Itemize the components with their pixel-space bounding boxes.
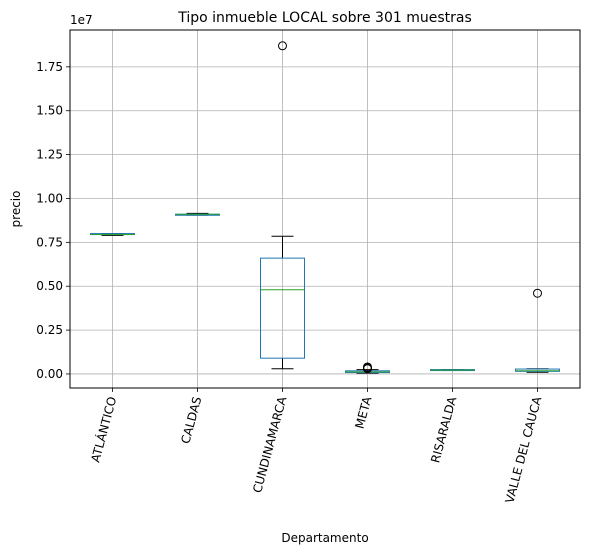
box-risaralda <box>430 369 475 372</box>
y-offset-text: 1e7 <box>70 13 93 27</box>
y-tick-label: 0.25 <box>36 323 63 337</box>
plot-frame <box>69 29 581 389</box>
y-tick-label: 1.50 <box>36 104 63 118</box>
box-iqr <box>515 368 560 372</box>
box-atlántico <box>90 233 135 236</box>
grid-lines <box>70 30 580 388</box>
y-tick-label: 0.00 <box>36 367 63 381</box>
x-axis-label: Departamento <box>281 531 368 545</box>
y-tick-label: 1.00 <box>36 191 63 205</box>
y-tick-label: 1.25 <box>36 148 63 162</box>
box-series <box>90 41 560 374</box>
box-meta <box>345 362 390 374</box>
chart-title: Tipo inmueble LOCAL sobre 301 muestras <box>177 10 472 26</box>
y-tick-label: 1.75 <box>36 60 63 74</box>
y-tick-label: 0.50 <box>36 279 63 293</box>
box-cundinamarca <box>260 41 305 370</box>
outlier-point <box>278 41 287 51</box>
y-axis-label: precio <box>9 191 23 228</box>
box-valle-del-cauca <box>515 288 560 373</box>
y-axis-ticks: 0.00 0.25 0.50 0.75 1.00 1.25 1.50 1.75 <box>36 60 70 381</box>
outlier-point <box>533 288 542 298</box>
outlier-point <box>363 362 372 372</box>
box-iqr <box>260 257 305 359</box>
box-caldas <box>175 212 220 216</box>
y-tick-label: 0.75 <box>36 235 63 249</box>
